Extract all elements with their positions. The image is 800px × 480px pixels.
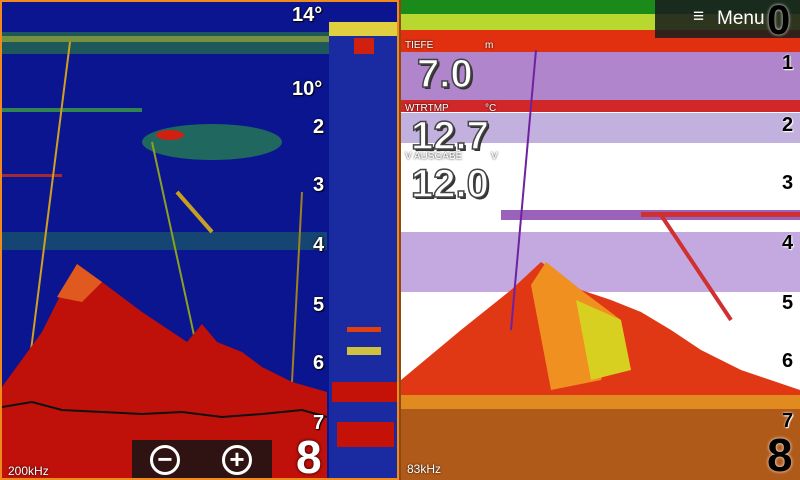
depth-label-6-right: 6 [782,350,794,372]
zoom-control: − + [132,440,272,478]
depth-label-6: 6 [313,352,325,374]
readout-depth-label: TIEFE [405,40,434,51]
menu-icon: ≡ [693,6,705,27]
frequency-label-left: 200kHz [8,464,49,478]
temperature-mid-label: 10° [292,78,323,100]
depth-label-7: 7 [313,412,325,434]
zoom-in-button[interactable]: + [222,445,252,475]
depth-label-3-right: 3 [782,172,794,194]
current-depth-left: 8 [296,431,322,480]
sonar-echo-right [401,0,800,480]
depth-label-7-right: 7 [782,410,794,432]
depth-label-2: 2 [313,116,325,138]
depth-label-5: 5 [313,294,325,316]
sonar-echo-left [2,22,397,478]
readout-water-temp-value: 12.7 [410,113,489,159]
readout-depth-unit: m [485,40,494,51]
zoom-out-button[interactable]: − [150,445,180,475]
menu-label: Menu [717,8,765,29]
readout-voltage-unit: V [491,151,498,162]
top-depth-scale: 0 [767,0,791,43]
depth-label-4: 4 [313,234,325,256]
menu-button[interactable]: ≡ Menu [655,0,800,38]
readout-depth-value: 7.0 [416,51,473,97]
current-depth-right: 8 [767,429,793,480]
pane-divider[interactable] [399,0,401,480]
readout-voltage-label: V AUSGABE [405,151,463,162]
depth-label-3: 3 [313,174,325,196]
sonar-pane-right[interactable]: ≡ Menu 0 TIEFE m 7.0 WTRTMP °C 12.7 V AU… [401,0,800,480]
depth-label-1: 1 [782,52,794,74]
depth-label-5-right: 5 [782,292,794,314]
readout-water-temp-unit: °C [485,103,497,114]
readout-voltage-value: 12.0 [410,161,489,207]
readout-water-temp-label: WTRTMP [405,103,449,114]
frequency-label-right: 83kHz [407,462,442,476]
sonar-pane-left[interactable]: 14° 10° 2 3 4 5 6 7 8 200kHz − + [0,0,399,480]
depth-label-2-right: 2 [782,114,794,136]
depth-label-4-right: 4 [782,232,794,254]
temperature-top-label: 14° [292,4,323,26]
